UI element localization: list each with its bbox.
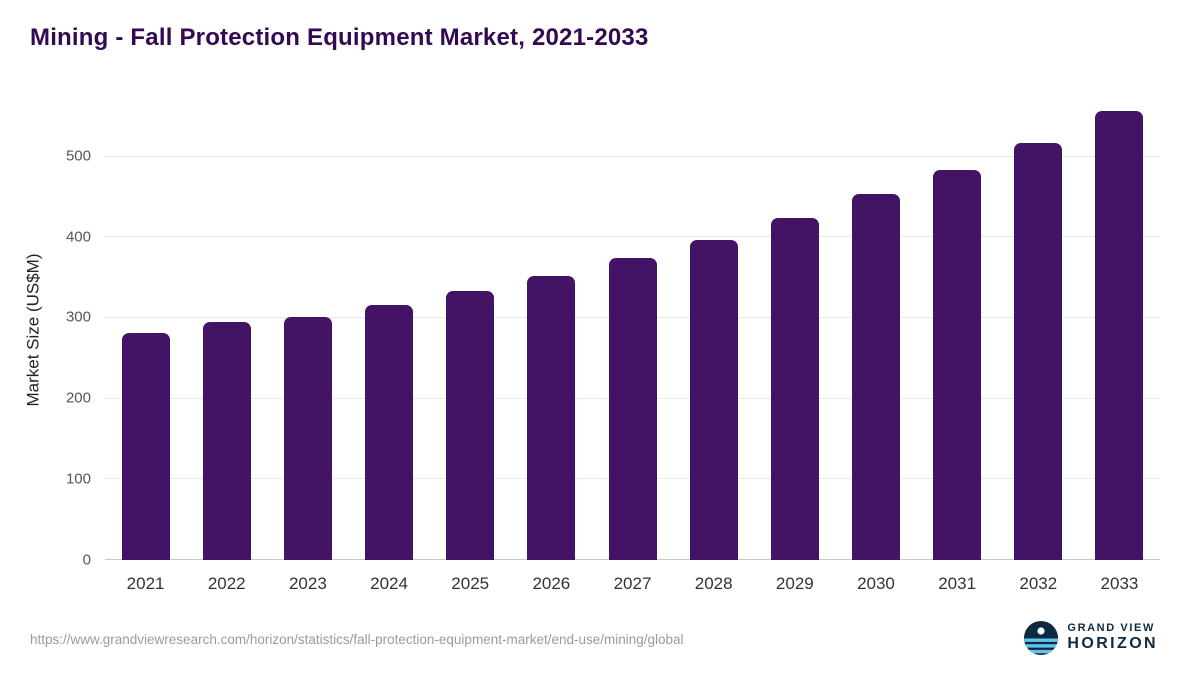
bar-2028 (689, 240, 738, 560)
x-axis-labels: 2021 2022 2023 2024 2025 2026 2027 2028 2029 2030… (105, 574, 1160, 594)
bars-container (105, 100, 1160, 560)
bar-column (917, 100, 998, 560)
brand-logo: GRAND VIEW HORIZON (1024, 621, 1158, 655)
logo-line1: GRAND VIEW (1067, 622, 1155, 635)
bar-2029 (770, 217, 819, 560)
x-tick-label: 2028 (694, 574, 733, 593)
bar-2032 (1014, 142, 1063, 560)
x-tick-label: 2021 (126, 574, 165, 593)
bar-2026 (527, 275, 576, 560)
x-tick-label: 2032 (1019, 574, 1058, 593)
y-axis-label-wrap: Market Size (US$M) (22, 100, 46, 560)
bar-column (998, 100, 1079, 560)
x-tick-label: 2023 (288, 574, 327, 593)
x-tick-label: 2029 (775, 574, 814, 593)
y-tick-label: 0 (82, 551, 91, 568)
x-tick-label: 2025 (451, 574, 490, 593)
source-url: https://www.grandviewresearch.com/horizo… (30, 632, 684, 647)
bar-2030 (851, 194, 900, 560)
bar-column (835, 100, 916, 560)
bar-2021 (121, 333, 170, 560)
logo-text: GRAND VIEW HORIZON (1067, 622, 1158, 653)
y-tick-label: 500 (65, 147, 91, 165)
bar-column (511, 100, 592, 560)
bar-column (754, 100, 835, 560)
x-tick-label: 2030 (857, 574, 895, 593)
bar-2023 (283, 317, 332, 560)
x-tick-label: 2024 (370, 574, 408, 593)
x-tick-label: 2022 (207, 574, 246, 593)
bar-2022 (202, 321, 251, 560)
bar-2031 (933, 170, 982, 560)
grand-view-horizon-icon (1024, 621, 1059, 655)
y-tick-label: 300 (65, 308, 91, 326)
chart-title: Mining - Fall Protection Equipment Marke… (30, 24, 649, 51)
x-tick-label: 2031 (938, 574, 977, 593)
gridline: 500 (66, 148, 1160, 165)
bar-2024 (365, 304, 414, 560)
logo-line2: HORIZON (1067, 635, 1158, 653)
bar-column (267, 100, 348, 560)
bar-column (348, 100, 429, 560)
x-tick-label: 2027 (613, 574, 652, 593)
y-tick-label: 100 (65, 470, 91, 488)
y-tick-label: 400 (65, 228, 91, 246)
bar-column (1079, 100, 1160, 560)
gridline: 400 (66, 228, 1160, 245)
bar-column (673, 100, 754, 560)
x-tick-label: 2026 (532, 574, 571, 593)
bar-column (105, 100, 186, 560)
bar-2025 (446, 291, 495, 560)
y-tick-label: 200 (65, 389, 91, 407)
y-axis-label: Market Size (US$M) (24, 253, 43, 407)
bar-2027 (608, 258, 657, 560)
bar-column (186, 100, 267, 560)
x-tick-label: 2033 (1100, 574, 1139, 593)
bar-column (592, 100, 673, 560)
bar-column (430, 100, 511, 560)
bar-2033 (1095, 110, 1144, 560)
plot-area: 500 400 300 200 100 0 2021 2022 2023 2024 2025 202… (66, 100, 1160, 593)
